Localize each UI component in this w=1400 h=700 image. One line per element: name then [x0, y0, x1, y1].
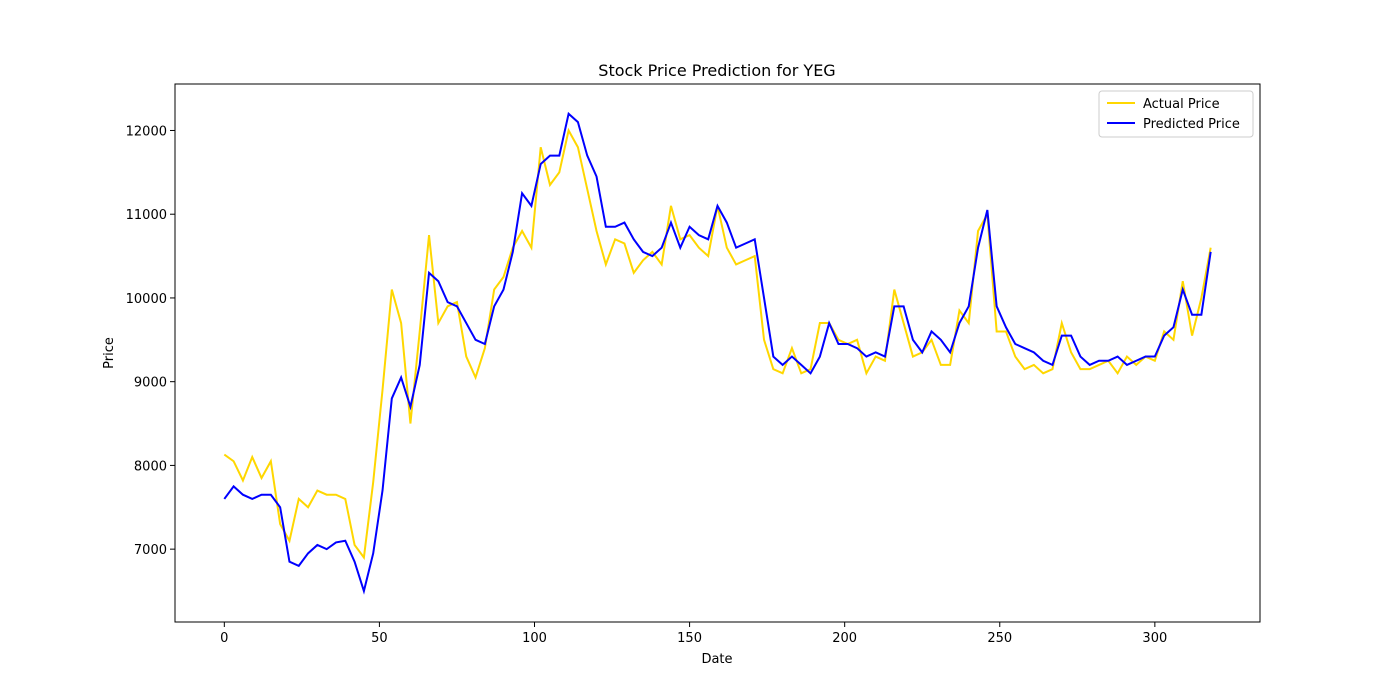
legend-label: Predicted Price — [1143, 117, 1240, 132]
series-line — [223, 111, 1212, 595]
x-tick-label: 100 — [522, 631, 547, 646]
x-tick-label: 300 — [1142, 631, 1167, 646]
x-axis-label: Date — [701, 652, 732, 667]
y-tick-label: 7000 — [134, 543, 167, 558]
x-tick-label: 250 — [987, 631, 1012, 646]
legend-box — [1098, 90, 1254, 138]
legend-label: Actual Price — [1143, 97, 1220, 112]
x-tick-label: 0 — [220, 631, 228, 646]
y-tick-label: 9000 — [134, 376, 167, 391]
series-line — [223, 127, 1212, 561]
x-tick-label: 200 — [832, 631, 857, 646]
x-tick-label: 50 — [371, 631, 388, 646]
x-tick-label: 150 — [677, 631, 702, 646]
plot-frame — [174, 83, 1261, 623]
chart-title: Stock Price Prediction for YEG — [598, 61, 835, 80]
y-axis-label: Price — [102, 337, 117, 369]
y-tick-label: 12000 — [126, 124, 167, 139]
y-tick-label: 8000 — [134, 459, 167, 474]
y-tick-label: 10000 — [126, 292, 167, 307]
y-tick-label: 11000 — [126, 208, 167, 223]
